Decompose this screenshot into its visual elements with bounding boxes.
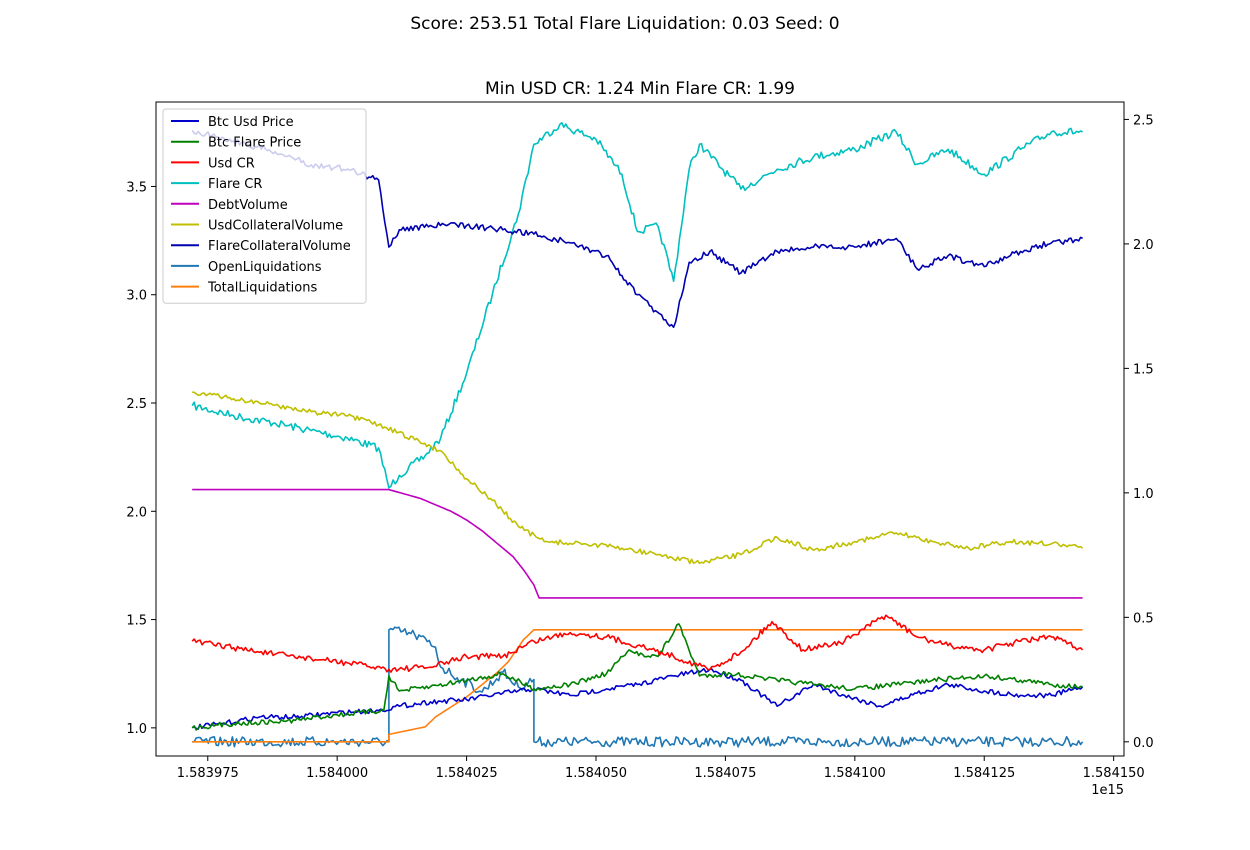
legend-label: Btc Usd Price xyxy=(208,115,294,130)
legend-label: TotalLiquidations xyxy=(207,281,317,296)
y-right-tick-label: 0.5 xyxy=(1133,611,1154,626)
figure-suptitle: Score: 253.51 Total Flare Liquidation: 0… xyxy=(410,14,840,34)
legend: Btc Usd Price Btc Flare Price Usd CR Flare … xyxy=(162,108,367,304)
y-right-tick-label: 1.0 xyxy=(1133,487,1154,502)
series-line-totalliquidations xyxy=(192,629,1083,743)
plot-area: 1.583975 1.584000 1.584025 1.584050 1.584075… xyxy=(126,101,1154,781)
y-right-tick-label: 1.5 xyxy=(1133,362,1154,377)
x-tick-label: 1.584000 xyxy=(306,766,368,781)
legend-label: DebtVolume xyxy=(208,198,288,213)
legend-label: UsdCollateralVolume xyxy=(208,219,343,234)
y-left-tick-label: 3.5 xyxy=(126,180,147,195)
y-left-tick-label: 2.0 xyxy=(126,505,147,520)
x-tick-label: 1.584125 xyxy=(953,766,1015,781)
y-right-tick-label: 2.5 xyxy=(1133,113,1154,128)
x-tick-label: 1.584075 xyxy=(694,766,756,781)
legend-box xyxy=(162,108,367,304)
series-line-usd-cr xyxy=(191,614,1084,673)
x-tick-label: 1.584150 xyxy=(1083,766,1145,781)
x-tick-label: 1.584025 xyxy=(436,766,498,781)
series-line-btc-flare-price xyxy=(191,623,1083,731)
x-tick-label: 1.584100 xyxy=(824,766,886,781)
y-left-tick-label: 1.5 xyxy=(126,614,147,629)
series-line-usdcollateralvolume xyxy=(192,391,1084,565)
legend-label: Usd CR xyxy=(208,156,255,171)
series-line-btc-usd-price xyxy=(191,667,1084,730)
y-left-tick-label: 1.0 xyxy=(126,722,147,737)
y-left-tick-label: 2.5 xyxy=(126,397,147,412)
legend-label: FlareCollateralVolume xyxy=(208,239,351,254)
legend-label: Flare CR xyxy=(208,177,262,192)
legend-label: OpenLiquidations xyxy=(208,260,322,275)
series-line-debtvolume xyxy=(192,488,1083,599)
x-tick-label: 1.584050 xyxy=(565,766,627,781)
x-tick-label: 1.583975 xyxy=(177,766,239,781)
y-right-tick-label: 0.0 xyxy=(1133,736,1154,751)
y-right-tick-label: 2.0 xyxy=(1133,238,1154,253)
legend-label: Btc Flare Price xyxy=(208,136,301,151)
chart-title: Min USD CR: 1.24 Min Flare CR: 1.99 xyxy=(485,79,795,99)
x-offset-label: 1e15 xyxy=(1091,783,1124,798)
y-left-tick-label: 3.0 xyxy=(126,289,147,304)
series-line-flare-cr xyxy=(191,122,1083,489)
axes-frame xyxy=(155,101,1125,757)
